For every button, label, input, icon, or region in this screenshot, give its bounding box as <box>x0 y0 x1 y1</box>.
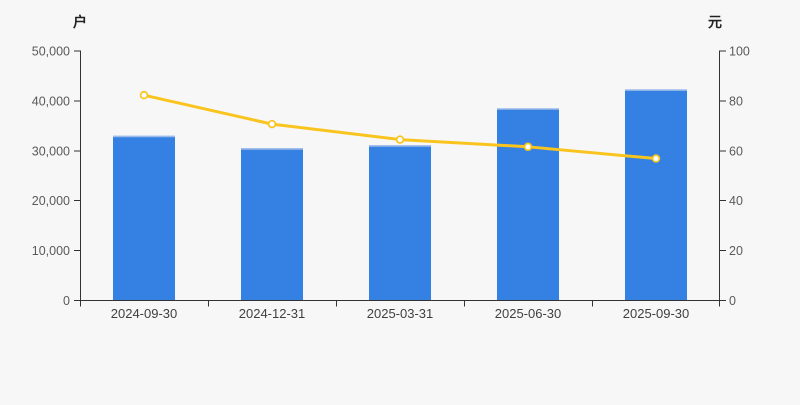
bar <box>241 148 303 301</box>
x-axis-category-label: 2024-12-31 <box>239 306 306 321</box>
left-axis-title: 户 <box>73 14 87 30</box>
left-axis-tick-label: 50,000 <box>32 45 70 59</box>
left-axis-tick-label: 30,000 <box>32 144 70 158</box>
line-point-marker <box>139 90 149 100</box>
bar <box>369 145 431 301</box>
line-point-marker <box>523 142 533 152</box>
right-axis-tick-label: 100 <box>729 45 750 59</box>
left-axis-tick-label: 40,000 <box>32 94 70 108</box>
bar <box>625 89 687 301</box>
right-axis-tick-label: 80 <box>729 94 743 108</box>
line-point-marker <box>395 135 405 144</box>
bar <box>113 135 175 301</box>
bar-series-group <box>113 89 687 301</box>
bar <box>497 108 559 301</box>
right-axis-tick-label: 60 <box>729 144 743 158</box>
x-axis-category-label: 2025-09-30 <box>623 306 690 321</box>
left-axis-tick-label: 0 <box>63 294 70 308</box>
x-axis-category-label: 2025-06-30 <box>495 306 562 321</box>
left-axis-tick-label: 10,000 <box>32 244 70 258</box>
line-point-marker <box>267 119 277 129</box>
x-axis-category-label: 2024-09-30 <box>111 306 178 321</box>
right-axis-tick-label: 40 <box>729 194 743 208</box>
axes-group: 0 0 10,000 20 20,000 40 30,000 60 40,000 80 50,000… <box>32 45 750 322</box>
line-point-marker <box>651 154 661 163</box>
left-axis-tick-label: 20,000 <box>32 194 70 208</box>
right-axis-tick-label: 20 <box>729 244 743 258</box>
line-series-group <box>139 90 661 163</box>
x-axis-category-label: 2025-03-31 <box>367 306 434 321</box>
right-axis-title: 元 <box>708 14 722 30</box>
right-axis-tick-label: 0 <box>729 294 736 308</box>
